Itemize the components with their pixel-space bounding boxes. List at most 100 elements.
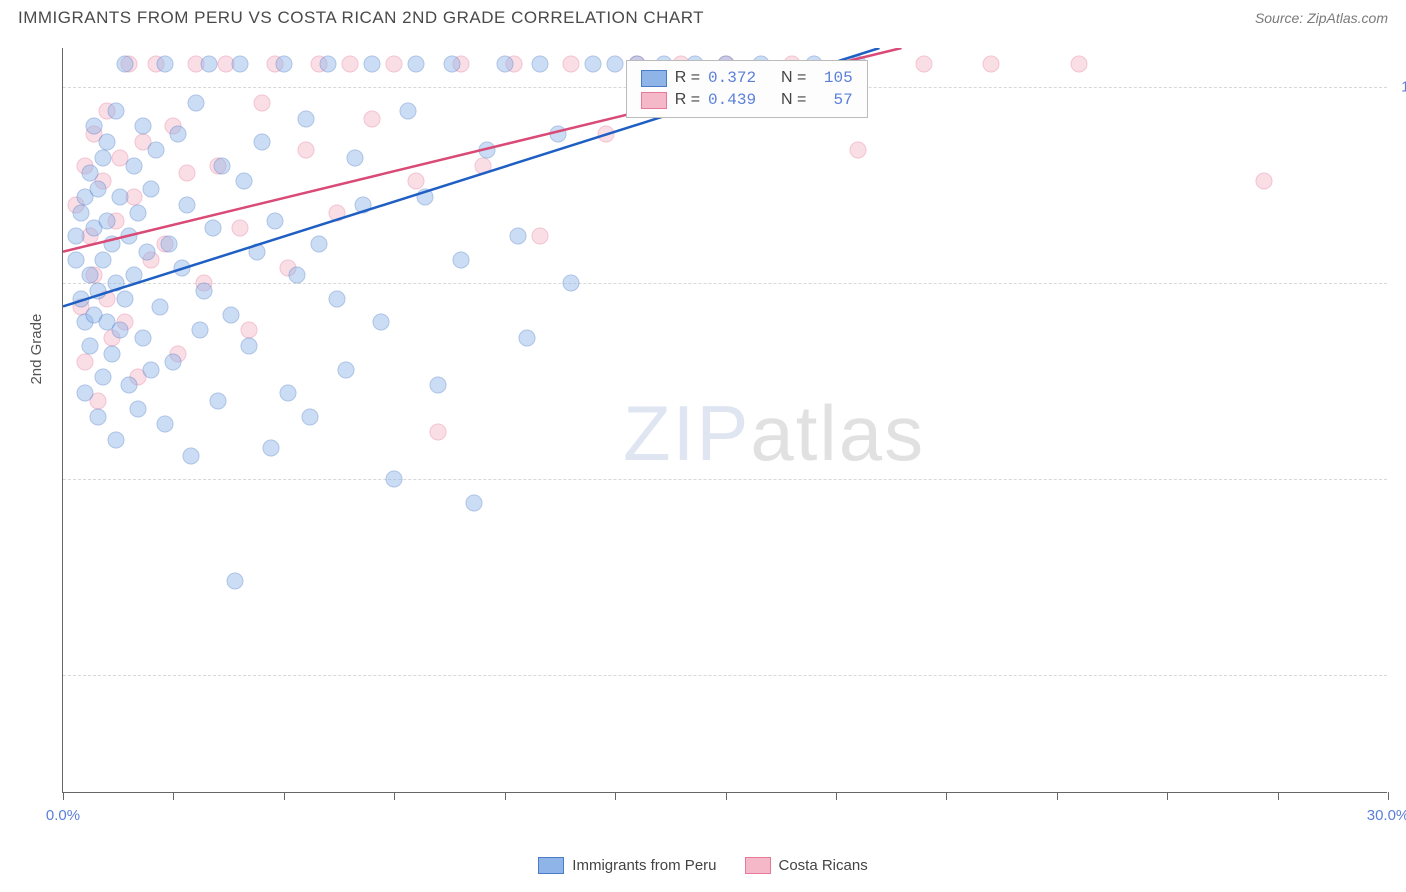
scatter-point (81, 338, 98, 355)
scatter-point (116, 290, 133, 307)
scatter-point (982, 55, 999, 72)
scatter-point (112, 189, 129, 206)
bottom-legend-item: Immigrants from Peru (538, 857, 716, 874)
scatter-point (240, 338, 257, 355)
scatter-point (532, 55, 549, 72)
x-tick (1278, 792, 1279, 800)
scatter-point (346, 149, 363, 166)
scatter-point (94, 251, 111, 268)
x-tick (505, 792, 506, 800)
scatter-point (191, 322, 208, 339)
scatter-point (187, 94, 204, 111)
scatter-point (178, 165, 195, 182)
scatter-point (77, 385, 94, 402)
x-tick-label: 0.0% (46, 807, 80, 824)
scatter-point (399, 102, 416, 119)
scatter-point (108, 275, 125, 292)
scatter-point (275, 55, 292, 72)
scatter-point (607, 55, 624, 72)
x-tick (1167, 792, 1168, 800)
legend-n-value: 57 (814, 91, 852, 109)
stats-legend-row: R =0.372 N = 105 (641, 67, 853, 89)
bottom-legend: Immigrants from PeruCosta Ricans (0, 857, 1406, 874)
x-tick (394, 792, 395, 800)
scatter-point (320, 55, 337, 72)
scatter-point (143, 181, 160, 198)
scatter-point (85, 118, 102, 135)
scatter-point (94, 369, 111, 386)
scatter-point (598, 126, 615, 143)
scatter-point (90, 408, 107, 425)
scatter-point (430, 377, 447, 394)
scatter-point (156, 416, 173, 433)
legend-r-value: 0.372 (708, 69, 756, 87)
scatter-point (134, 330, 151, 347)
scatter-point (68, 228, 85, 245)
y-tick-label: 97.5% (1397, 275, 1406, 292)
legend-series-name: Immigrants from Peru (572, 857, 716, 874)
legend-swatch (641, 92, 667, 109)
scatter-point (152, 298, 169, 315)
legend-r-label: R = (675, 91, 700, 109)
scatter-point (214, 157, 231, 174)
x-tick (836, 792, 837, 800)
scatter-point (196, 283, 213, 300)
scatter-point (373, 314, 390, 331)
scatter-point (121, 377, 138, 394)
scatter-point (130, 204, 147, 221)
y-tick-label: 95.0% (1397, 471, 1406, 488)
x-tick (615, 792, 616, 800)
scatter-point (916, 55, 933, 72)
scatter-point (147, 141, 164, 158)
gridline (63, 479, 1387, 480)
scatter-point (386, 55, 403, 72)
scatter-point (328, 204, 345, 221)
scatter-point (364, 55, 381, 72)
scatter-point (328, 290, 345, 307)
source-attribution: Source: ZipAtlas.com (1255, 10, 1388, 26)
scatter-point (474, 157, 491, 174)
y-tick-label: 100.0% (1397, 79, 1406, 96)
x-tick (726, 792, 727, 800)
legend-n-label: N = (781, 69, 806, 87)
legend-swatch (745, 857, 771, 874)
scatter-point (231, 220, 248, 237)
y-tick-label: 92.5% (1397, 667, 1406, 684)
scatter-point (262, 439, 279, 456)
scatter-point (200, 55, 217, 72)
scatter-point (1070, 55, 1087, 72)
scatter-point (253, 134, 270, 151)
scatter-point (311, 236, 328, 253)
scatter-point (143, 361, 160, 378)
scatter-point (108, 102, 125, 119)
scatter-point (174, 259, 191, 276)
scatter-point (1256, 173, 1273, 190)
scatter-point (81, 267, 98, 284)
scatter-point (68, 251, 85, 268)
gridline (63, 283, 1387, 284)
scatter-point (134, 118, 151, 135)
scatter-point (280, 385, 297, 402)
legend-n-value: 105 (814, 69, 852, 87)
legend-n-label: N = (781, 91, 806, 109)
scatter-point (355, 196, 372, 213)
scatter-point (496, 55, 513, 72)
scatter-point (430, 424, 447, 441)
scatter-point (509, 228, 526, 245)
scatter-point (342, 55, 359, 72)
x-tick (1057, 792, 1058, 800)
scatter-point (130, 400, 147, 417)
scatter-point (178, 196, 195, 213)
x-tick (284, 792, 285, 800)
scatter-point (585, 55, 602, 72)
scatter-point (443, 55, 460, 72)
scatter-point (161, 236, 178, 253)
scatter-point (99, 212, 116, 229)
scatter-point (240, 322, 257, 339)
gridline (63, 675, 1387, 676)
scatter-point (297, 110, 314, 127)
scatter-point (452, 251, 469, 268)
stats-legend-row: R =0.439 N = 57 (641, 89, 853, 111)
scatter-point (364, 110, 381, 127)
scatter-point (465, 494, 482, 511)
